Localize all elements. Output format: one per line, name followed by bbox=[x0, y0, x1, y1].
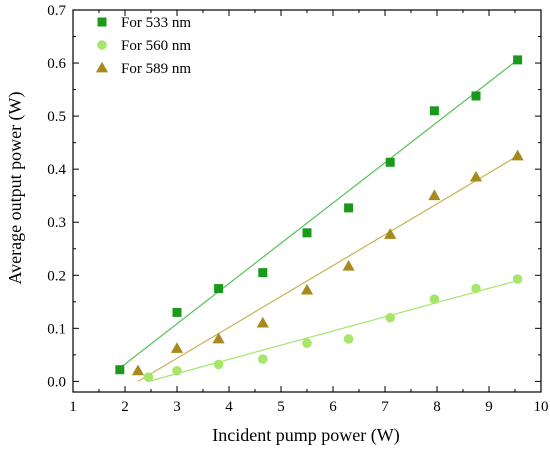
x-tick-label-3: 4 bbox=[225, 399, 233, 415]
fit-line-1 bbox=[148, 280, 518, 382]
point-s2-8 bbox=[469, 170, 483, 182]
point-s1-2 bbox=[213, 359, 224, 370]
x-tick-label-7: 8 bbox=[433, 399, 441, 415]
point-s0-5 bbox=[344, 203, 354, 213]
fit-line-2 bbox=[137, 155, 518, 382]
y-tick-label-5: 0.5 bbox=[47, 109, 66, 125]
point-s1-0 bbox=[143, 372, 154, 382]
y-tick-label-4: 0.4 bbox=[47, 162, 66, 178]
point-s2-5 bbox=[342, 259, 355, 271]
point-s0-0 bbox=[115, 365, 125, 375]
point-s1-1 bbox=[172, 365, 182, 376]
point-s1-5 bbox=[343, 334, 354, 344]
point-s0-1 bbox=[172, 307, 182, 317]
legend-marker-1 bbox=[97, 40, 107, 50]
point-s2-6 bbox=[384, 228, 397, 239]
point-s0-8 bbox=[471, 91, 481, 101]
fit-lines bbox=[119, 59, 518, 382]
legend-label-1: For 560 nm bbox=[121, 38, 191, 54]
y-axis-label: Average output power (W) bbox=[5, 91, 26, 284]
x-tick-label-5: 6 bbox=[329, 399, 337, 415]
point-s2-7 bbox=[428, 189, 441, 201]
y-tick-label-6: 0.6 bbox=[47, 56, 66, 72]
y-tick-label-0: 0.0 bbox=[47, 374, 66, 390]
x-axis-label: Incident pump power (W) bbox=[212, 425, 399, 446]
point-s0-6 bbox=[385, 157, 395, 167]
x-tick-label-0: 1 bbox=[69, 399, 77, 415]
point-s1-9 bbox=[512, 274, 523, 284]
axis-ticks: 1 2 3 4 5 6 7 8 9 10 0.0 0.1 0.2 0.3 0.4 0.5 0.6 0.7 bbox=[47, 3, 548, 415]
point-s2-0 bbox=[131, 364, 145, 376]
point-s0-7 bbox=[429, 106, 439, 116]
point-s0-9 bbox=[513, 55, 523, 65]
y-tick-label-1: 0.1 bbox=[47, 321, 66, 337]
point-s0-4 bbox=[302, 228, 312, 238]
x-tick-label-8: 9 bbox=[485, 399, 493, 415]
y-tick-label-2: 0.2 bbox=[47, 268, 66, 284]
point-s2-4 bbox=[300, 283, 314, 295]
point-s1-8 bbox=[471, 283, 481, 294]
x-tick-label-4: 5 bbox=[277, 399, 285, 415]
x-tick-label-9: 10 bbox=[534, 399, 549, 415]
x-tick-label-2: 3 bbox=[173, 399, 181, 415]
fit-line-0 bbox=[119, 59, 518, 369]
y-tick-label-3: 0.3 bbox=[47, 215, 66, 231]
point-s2-1 bbox=[170, 342, 184, 353]
point-s0-3 bbox=[258, 268, 268, 278]
point-s1-7 bbox=[429, 294, 440, 304]
point-s2-2 bbox=[212, 332, 225, 344]
legend-marker-2 bbox=[95, 61, 109, 73]
point-s2-9 bbox=[511, 149, 524, 161]
x-tick-label-1: 2 bbox=[121, 399, 129, 415]
legend-label-2: For 589 nm bbox=[121, 61, 191, 77]
x-tick-label-6: 7 bbox=[381, 399, 389, 415]
y-tick-label-7: 0.7 bbox=[47, 3, 66, 19]
legend-label-0: For 533 nm bbox=[121, 15, 191, 31]
point-s1-6 bbox=[385, 312, 396, 323]
legend: For 533 nm For 560 nm For 589 nm bbox=[95, 15, 191, 77]
point-s0-2 bbox=[214, 284, 224, 294]
legend-marker-0 bbox=[97, 17, 107, 27]
point-s1-4 bbox=[302, 338, 312, 348]
point-s2-3 bbox=[256, 316, 269, 328]
point-s1-3 bbox=[258, 354, 268, 364]
data-points bbox=[115, 55, 524, 382]
